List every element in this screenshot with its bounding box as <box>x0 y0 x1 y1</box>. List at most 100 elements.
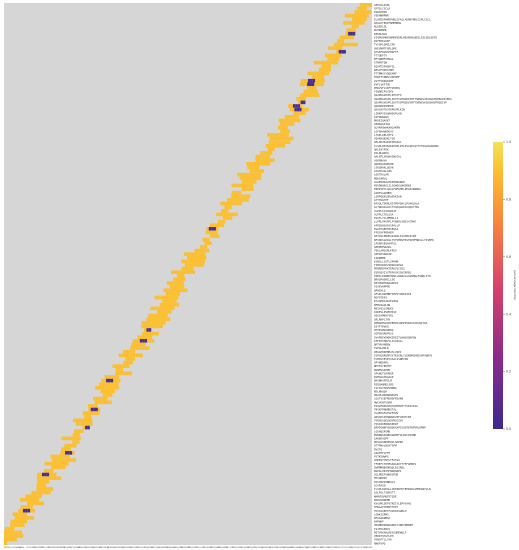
heatmap-cell <box>194 263 197 267</box>
heatmap-cell <box>258 161 261 166</box>
heatmap-cell <box>88 407 91 412</box>
heatmap-cell <box>51 472 54 477</box>
heatmap-cell <box>27 505 31 509</box>
heatmap-cell <box>262 154 266 159</box>
heatmap-cell <box>38 490 42 495</box>
heatmap-cell <box>270 143 274 148</box>
heatmap-cell <box>196 263 200 267</box>
heatmap-cell <box>325 60 329 65</box>
column-label: GVAPDEVDKH <box>144 546 154 549</box>
heatmap-cell <box>178 281 182 285</box>
heatmap-cell <box>4 526 8 531</box>
heatmap-cell <box>170 288 174 293</box>
heatmap-cell <box>304 82 308 87</box>
row-label: RAPWHF <box>374 520 384 524</box>
heatmap-cell <box>17 530 20 535</box>
heatmap-cell <box>108 382 112 387</box>
column-label: DQTVDKAHLR <box>11 546 21 549</box>
column-label: LDETKALAR <box>254 546 263 549</box>
heatmap-cell <box>143 342 146 347</box>
heatmap-cell <box>236 190 239 195</box>
heatmap-cell <box>112 364 115 368</box>
heatmap-cell <box>168 292 171 296</box>
heatmap-cell <box>159 310 162 314</box>
heatmap-cell <box>267 151 270 155</box>
heatmap-cell <box>221 223 225 228</box>
heatmap-cell <box>148 328 152 332</box>
heatmap-cell <box>243 187 247 191</box>
heatmap-cell <box>176 295 179 300</box>
column-label: VLQEPGFATG <box>92 546 102 549</box>
heatmap-cell <box>23 505 26 509</box>
heatmap-cell <box>127 371 130 376</box>
heatmap-cell <box>110 389 113 394</box>
heatmap-cell <box>39 472 42 477</box>
row-label: FNEKVETLQAALFKMSHELPKLNIRWDKG <box>374 187 421 191</box>
row-label: QMTVKAHREW <box>374 343 391 347</box>
heatmap-cell <box>206 227 209 231</box>
heatmap-cell <box>341 49 344 54</box>
heatmap-cell <box>72 432 76 437</box>
row-label: MVNNQGSDRDSGRPDFQLWVCPSQMD <box>374 433 416 437</box>
heatmap-cell <box>242 180 245 184</box>
heatmap-cell <box>22 512 25 517</box>
colorbar <box>493 142 503 429</box>
heatmap-cell <box>144 346 148 350</box>
heatmap-cell <box>4 541 8 545</box>
heatmap-cell <box>223 208 226 213</box>
heatmap-cell <box>254 169 257 173</box>
heatmap-cell <box>314 71 318 76</box>
heatmap-cell <box>338 49 342 54</box>
heatmap-cell <box>139 346 143 350</box>
heatmap-cell <box>105 389 108 394</box>
row-label: LLPRLPAVFPLFVNERLVNISYCMAF <box>374 220 416 224</box>
heatmap-cell <box>284 133 287 137</box>
heatmap-cell <box>22 519 25 524</box>
row-label: NLHKNNML <box>374 28 387 32</box>
heatmap-cell <box>276 140 279 144</box>
heatmap-cell <box>319 82 322 87</box>
heatmap-cell <box>341 39 345 43</box>
heatmap-cell <box>355 42 358 47</box>
heatmap-cell <box>162 302 165 307</box>
column-label: TVYGPLQPEL <box>343 547 353 549</box>
row-label: FFEQYFPRPAEM <box>374 231 394 235</box>
heatmap-cell <box>310 78 313 83</box>
heatmap-cell <box>137 335 141 340</box>
heatmap-cell <box>246 187 249 191</box>
heatmap-cell <box>43 490 46 495</box>
heatmap-cell <box>356 13 360 18</box>
row-label: VLPPLISISSRAIT <box>374 209 397 213</box>
heatmap-cell <box>303 89 306 94</box>
heatmap-cell <box>310 89 314 94</box>
heatmap-cell <box>113 382 117 387</box>
heatmap-cell <box>25 508 28 513</box>
heatmap-cell <box>24 516 27 520</box>
heatmap-cell <box>106 382 109 387</box>
heatmap-cell <box>227 201 230 206</box>
heatmap-cell <box>354 24 357 29</box>
heatmap-cell <box>283 140 286 144</box>
heatmap-cell <box>76 429 79 433</box>
heatmap-cell <box>342 35 345 40</box>
heatmap-cell <box>155 306 158 311</box>
heatmap-cell <box>61 436 64 441</box>
heatmap-cell <box>22 498 25 502</box>
heatmap-cell <box>73 458 77 462</box>
heatmap-cell <box>11 534 14 538</box>
row-label: VSVKVHPPPE <box>374 285 391 289</box>
heatmap-cell <box>220 212 224 217</box>
heatmap-cell <box>83 422 86 426</box>
heatmap-cell <box>274 136 277 141</box>
heatmap-cell <box>231 194 234 199</box>
heatmap-cell <box>171 302 175 307</box>
row-label: EYAQHPAIIAELMAQ <box>374 299 399 303</box>
heatmap-cell <box>12 519 16 524</box>
heatmap-cell <box>165 292 169 296</box>
heatmap-cell <box>18 508 21 513</box>
heatmap-cell <box>147 335 150 340</box>
heatmap-cell <box>199 245 203 249</box>
heatmap-cell <box>187 255 190 260</box>
row-label: SRTQSIPNVKAIAWSLISVAMAIVAM <box>374 234 416 238</box>
heatmap-cell <box>142 331 145 336</box>
